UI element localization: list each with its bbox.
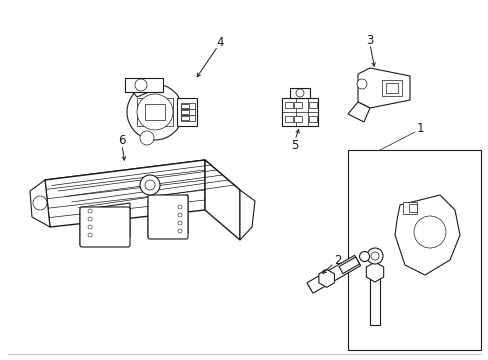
Polygon shape — [394, 195, 459, 275]
Bar — [408, 204, 416, 212]
Bar — [177, 98, 197, 126]
Bar — [181, 104, 189, 108]
Circle shape — [88, 225, 92, 229]
FancyBboxPatch shape — [125, 78, 163, 92]
Polygon shape — [45, 160, 204, 227]
Text: 5: 5 — [291, 139, 298, 152]
Circle shape — [178, 221, 182, 225]
Polygon shape — [338, 257, 359, 274]
Circle shape — [295, 89, 304, 97]
Bar — [293, 116, 302, 122]
Polygon shape — [133, 80, 163, 97]
Polygon shape — [148, 195, 187, 237]
Bar — [181, 109, 195, 115]
Circle shape — [140, 131, 154, 145]
Polygon shape — [366, 262, 383, 282]
Circle shape — [127, 84, 183, 140]
Polygon shape — [45, 160, 240, 213]
Bar — [369, 270, 379, 325]
Circle shape — [178, 213, 182, 217]
Polygon shape — [240, 190, 254, 240]
Bar — [347, 150, 480, 350]
Circle shape — [33, 196, 47, 210]
Circle shape — [88, 217, 92, 221]
Circle shape — [178, 205, 182, 209]
Bar — [402, 202, 416, 214]
Bar — [282, 98, 317, 126]
Bar — [181, 103, 195, 109]
Bar — [285, 102, 292, 108]
Bar — [285, 116, 292, 122]
Polygon shape — [357, 68, 409, 108]
Circle shape — [370, 252, 378, 260]
Bar — [181, 110, 189, 114]
Bar — [181, 116, 189, 120]
Circle shape — [413, 216, 445, 248]
Circle shape — [137, 94, 173, 130]
Polygon shape — [347, 102, 369, 122]
Bar — [293, 102, 302, 108]
Bar — [181, 115, 195, 121]
Polygon shape — [80, 203, 130, 245]
Bar — [145, 104, 164, 120]
Circle shape — [88, 209, 92, 213]
Bar — [137, 98, 173, 126]
Bar — [381, 80, 401, 96]
Polygon shape — [30, 180, 50, 227]
Bar — [308, 102, 316, 108]
Circle shape — [356, 79, 366, 89]
Circle shape — [140, 175, 160, 195]
Circle shape — [359, 252, 369, 261]
Circle shape — [145, 180, 155, 190]
Circle shape — [366, 248, 382, 264]
Circle shape — [88, 233, 92, 237]
Polygon shape — [306, 255, 360, 293]
Text: 3: 3 — [366, 33, 373, 46]
Polygon shape — [318, 269, 334, 287]
Bar — [308, 116, 316, 122]
Text: 6: 6 — [118, 134, 125, 147]
Text: 4: 4 — [216, 36, 224, 49]
FancyBboxPatch shape — [148, 195, 187, 239]
Text: 1: 1 — [415, 122, 423, 135]
Circle shape — [135, 79, 147, 91]
Circle shape — [178, 229, 182, 233]
FancyBboxPatch shape — [80, 207, 130, 247]
Text: 2: 2 — [334, 253, 341, 266]
Bar — [289, 88, 309, 98]
Bar — [385, 83, 397, 93]
Polygon shape — [204, 160, 240, 240]
